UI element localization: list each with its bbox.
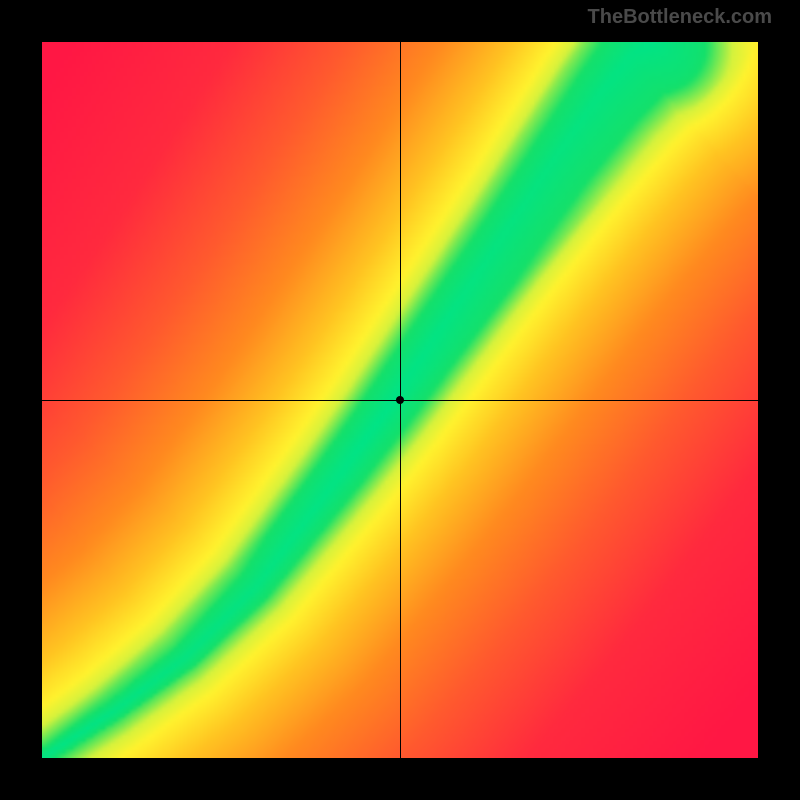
heatmap-plot [42, 42, 758, 758]
crosshair-marker [396, 396, 404, 404]
watermark-text: TheBottleneck.com [588, 6, 772, 29]
